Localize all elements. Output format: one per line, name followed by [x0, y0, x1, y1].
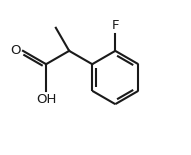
Text: OH: OH: [36, 93, 56, 106]
Text: F: F: [112, 19, 119, 32]
Text: O: O: [10, 44, 21, 57]
